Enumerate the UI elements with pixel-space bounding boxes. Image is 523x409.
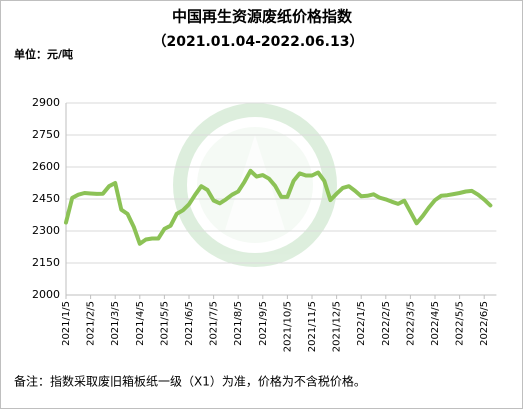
watermark	[173, 103, 337, 267]
y-tick-label: 2450	[32, 192, 60, 205]
y-tick-label: 2750	[32, 128, 60, 141]
y-tick-label: 2600	[32, 160, 60, 173]
x-tick-label: 2021/1/5	[61, 301, 72, 346]
note: 备注：指数采取废旧箱板纸一级（X1）为准，价格为不含税价格。	[14, 374, 366, 389]
x-tick-label: 2022/5/5	[455, 301, 466, 346]
x-tick-label: 2021/4/5	[135, 301, 146, 346]
x-tick-label: 2021/7/5	[209, 301, 220, 346]
x-tick-label: 2022/1/5	[356, 301, 367, 346]
y-tick-label: 2150	[32, 256, 60, 269]
x-tick-label: 2021/9/5	[258, 301, 269, 346]
x-tick-label: 2021/6/5	[184, 301, 195, 346]
x-tick-label: 2022/6/5	[479, 301, 490, 346]
line	[64, 168, 493, 246]
y-tick-label: 2300	[32, 224, 60, 237]
x-tick-label: 2021/3/5	[110, 301, 121, 346]
x-tick-label: 2022/2/5	[381, 301, 392, 346]
x-tick-label: 2021/5/5	[159, 301, 170, 346]
x-tick-label: 2021/8/5	[233, 301, 244, 346]
y-tick-label: 2000	[32, 288, 60, 301]
x-tick-label: 2021/11/5	[307, 301, 318, 352]
chart-subtitle: （2021.01.04-2022.06.13）	[153, 34, 364, 50]
chart-title: 中国再生资源废纸价格指数	[172, 8, 353, 26]
x-tick-label: 2022/4/5	[430, 301, 441, 346]
x-tick-label: 2021/10/5	[282, 301, 293, 352]
y-tick-label: 2900	[32, 96, 60, 109]
x-tick-label: 2021/12/5	[332, 301, 343, 352]
x-tick-label: 2022/3/5	[405, 301, 416, 346]
unit-label: 单位：元/吨	[14, 47, 73, 61]
x-tick-label: 2021/2/5	[86, 301, 97, 346]
